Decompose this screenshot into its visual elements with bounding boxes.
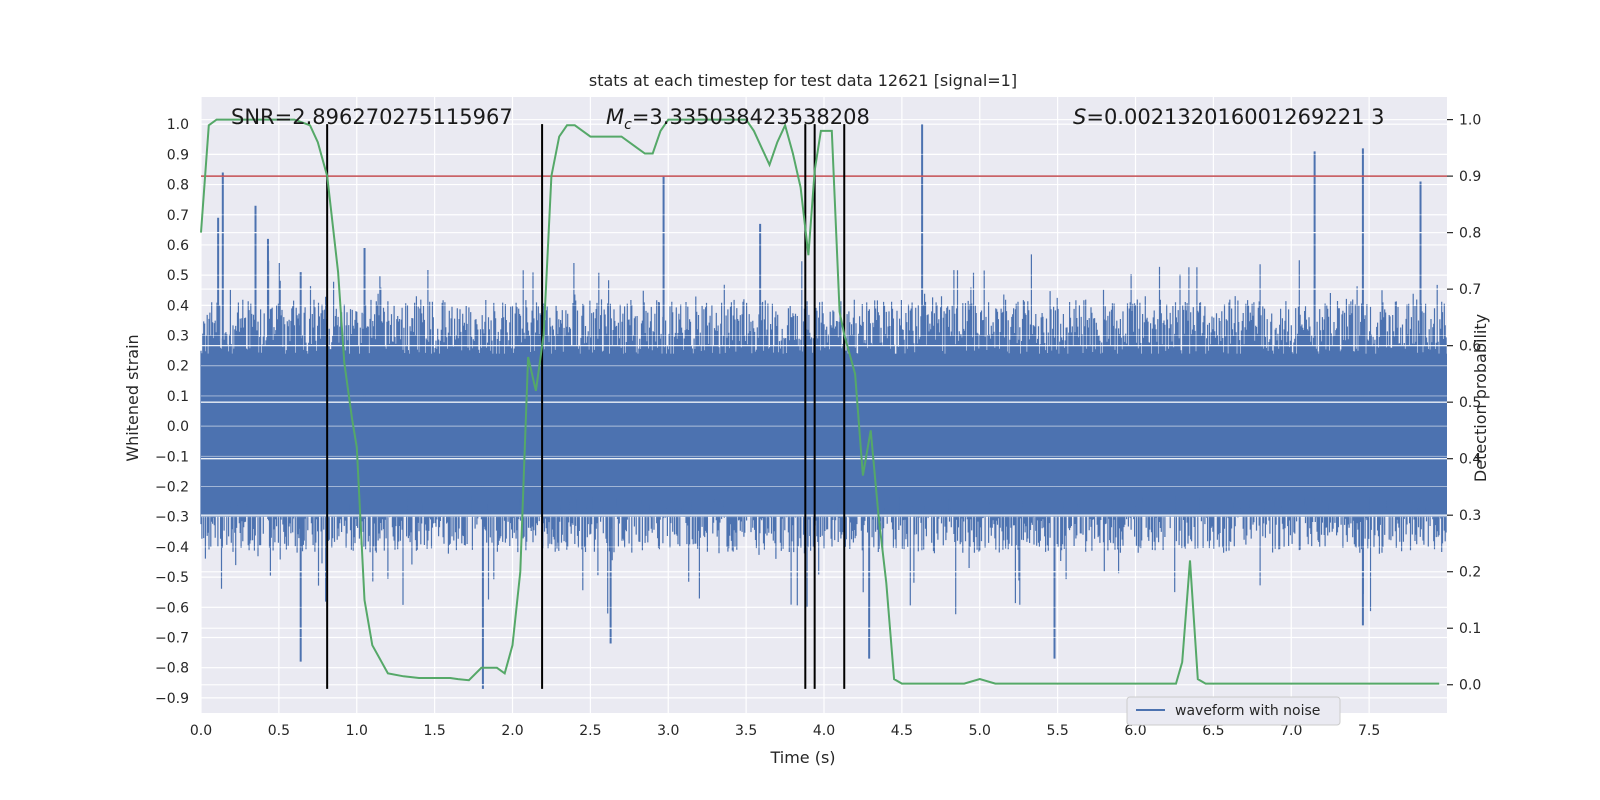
y-tick-label-12: 0.3 [167,329,189,345]
y2-tick-label-9: 0.9 [1459,169,1481,185]
y-tick-label-9: 0.0 [167,419,189,435]
y2-tick-label-3: 0.3 [1459,508,1481,524]
y2-tick-label-10: 1.0 [1459,113,1481,129]
x-axis-label: Time (s) [769,748,835,767]
x-tick-label-0: 0.0 [190,723,212,739]
x-tick-label-10: 5.0 [969,723,991,739]
y-tick-label-0: −0.9 [155,691,189,707]
s-annotation: S=0.002132016001269221 3 [1073,105,1385,129]
snr-annotation: SNR=2.896270275115967 [231,105,513,129]
y2-tick-label-8: 0.8 [1459,226,1481,242]
mc-subscript: c [624,117,632,133]
x-tick-label-5: 2.5 [579,723,601,739]
chirp-mass-annotation: Mc=3.335038423538208 [606,105,870,133]
y2-tick-label-6: 0.6 [1459,339,1481,355]
mc-value: =3.335038423538208 [632,105,870,129]
y-tick-label-1: −0.8 [155,661,189,677]
y2-tick-label-7: 0.7 [1459,282,1481,298]
y-tick-label-7: −0.2 [155,480,189,496]
y2-axis-ticks: 0.0 0.1 0.2 0.3 0.4 0.5 0.6 0.7 0.8 0.9 1.0 [1447,113,1481,694]
chart-title: stats at each timestep for test data 126… [589,71,1017,90]
y2-tick-label-2: 0.2 [1459,565,1481,581]
y-tick-label-5: −0.4 [155,540,189,556]
x-tick-label-12: 6.0 [1124,723,1146,739]
x-tick-label-6: 3.0 [657,723,679,739]
y-tick-label-16: 0.7 [167,208,189,224]
x-tick-label-7: 3.5 [735,723,757,739]
y-axis-label: Whitened strain [123,334,142,461]
mc-symbol: M [606,105,624,129]
event-lines [326,124,846,689]
x-tick-label-8: 4.0 [813,723,835,739]
y-tick-label-10: 0.1 [167,389,189,405]
y-tick-label-8: −0.1 [155,449,189,465]
grid-overlay [201,118,1447,699]
x-tick-label-4: 2.0 [501,723,523,739]
y-tick-label-3: −0.6 [155,600,189,616]
y-tick-label-6: −0.3 [155,510,189,526]
y-tick-label-4: −0.5 [155,570,189,586]
y-tick-label-15: 0.6 [167,238,189,254]
s-value: =0.002132016001269221 3 [1086,105,1384,129]
x-tick-label-13: 6.5 [1202,723,1224,739]
y-tick-label-13: 0.4 [167,298,189,314]
y-axis-ticks: −0.9 −0.8 −0.7 −0.6 −0.5 −0.4 −0.3 −0.2 −0.1 0.0 0… [155,117,189,707]
x-axis-ticks: 0.0 0.5 1.0 1.5 2.0 2.5 3.0 3.5 4.0 4.5 5.0 5.5 6.0 6… [190,723,1380,739]
y-tick-label-11: 0.2 [167,359,189,375]
y-tick-label-2: −0.7 [155,631,189,647]
x-tick-label-3: 1.5 [423,723,445,739]
y-tick-label-19: 1.0 [167,117,189,133]
y-tick-label-14: 0.5 [167,268,189,284]
legend-box [1126,696,1341,726]
y-tick-label-17: 0.8 [167,178,189,194]
y2-tick-label-1: 0.1 [1459,621,1481,637]
x-tick-label-2: 1.0 [346,723,368,739]
y2-tick-label-0: 0.0 [1459,678,1481,694]
x-tick-label-15: 7.5 [1358,723,1380,739]
y-tick-label-18: 0.9 [167,147,189,163]
x-tick-label-9: 4.5 [891,723,913,739]
legend-entry: waveform with noise [1175,703,1320,719]
s-symbol: S [1073,105,1086,129]
x-tick-label-14: 7.0 [1280,723,1302,739]
y2-tick-label-4: 0.4 [1459,452,1481,468]
y2-tick-label-5: 0.5 [1459,395,1481,411]
legend: waveform with noise [1126,696,1341,726]
detection-probability-line [200,118,1440,685]
strain-series-waveform-with-noise [200,124,1447,689]
strain-trace [200,254,1447,615]
x-tick-label-11: 5.5 [1046,723,1068,739]
y2-axis-label: Detection probability [1471,314,1490,482]
x-tick-label-1: 0.5 [268,723,290,739]
